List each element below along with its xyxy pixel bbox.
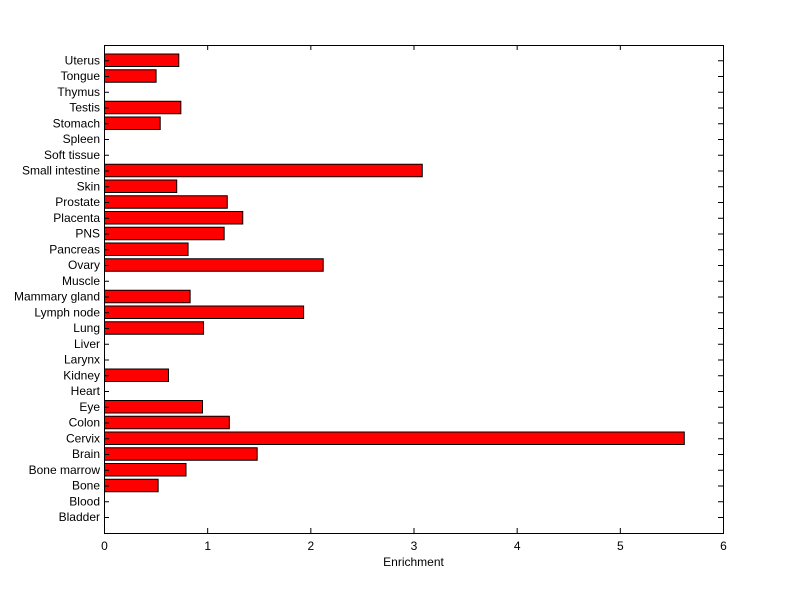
bar-pns <box>104 226 225 241</box>
x-tick-label-1: 1 <box>204 539 211 553</box>
y-tick-label-pns: PNS <box>75 227 100 241</box>
y-tick-label-uterus: Uterus <box>65 53 100 67</box>
y-tick-label-spleen: Spleen <box>63 132 100 146</box>
bar-bone <box>104 478 159 493</box>
y-tick-label-liver: Liver <box>74 337 100 351</box>
y-tick-label-tongue: Tongue <box>61 69 101 83</box>
bar-kidney <box>104 368 169 382</box>
bar-prostate <box>104 195 228 209</box>
y-tick-label-testis: Testis <box>69 101 100 115</box>
y-tick-label-heart: Heart <box>71 384 101 398</box>
y-tick-label-muscle: Muscle <box>62 274 100 288</box>
bar-ovary <box>104 258 324 272</box>
y-tick-label-colon: Colon <box>69 416 100 430</box>
x-ticks-layer: 0 1 2 3 4 5 6 <box>101 45 727 553</box>
y-tick-label-brain: Brain <box>72 447 100 461</box>
y-tick-label-bone: Bone <box>72 479 100 493</box>
y-tick-label-soft-tissue: Soft tissue <box>44 148 100 162</box>
y-tick-label-bladder: Bladder <box>59 510 100 524</box>
y-tick-label-stomach: Stomach <box>53 116 100 130</box>
y-tick-label-eye: Eye <box>79 400 100 414</box>
x-tick-label-0: 0 <box>101 539 108 553</box>
bars-layer <box>104 53 685 493</box>
x-tick-label-6: 6 <box>720 539 727 553</box>
y-tick-label-small-intestine: Small intestine <box>22 164 100 178</box>
bar-lung <box>104 321 205 335</box>
bar-cervix <box>104 431 685 445</box>
y-tick-label-kidney: Kidney <box>63 368 100 382</box>
plot-frame <box>104 45 724 534</box>
y-tick-label-pancreas: Pancreas <box>49 242 100 256</box>
bar-uterus <box>104 53 180 67</box>
bar-colon <box>104 415 230 430</box>
y-tick-label-ovary: Ovary <box>68 258 100 272</box>
bar-eye <box>104 400 204 414</box>
bar-pancreas <box>104 242 189 256</box>
bar-placenta <box>104 211 244 225</box>
y-tick-label-placenta: Placenta <box>53 211 100 225</box>
y-tick-label-larynx: Larynx <box>64 353 100 367</box>
y-tick-label-cervix: Cervix <box>66 431 100 445</box>
bar-lymph-node <box>104 305 305 319</box>
y-tick-label-lymph-node: Lymph node <box>34 305 100 319</box>
y-tick-label-skin: Skin <box>77 179 100 193</box>
x-tick-label-3: 3 <box>411 539 418 553</box>
x-tick-label-5: 5 <box>617 539 624 553</box>
bar-stomach <box>104 116 161 130</box>
y-tick-label-thymus: Thymus <box>57 85 100 99</box>
bar-skin <box>104 179 178 193</box>
x-axis-label: Enrichment <box>383 555 444 569</box>
bar-tongue <box>104 69 157 83</box>
bar-small-intestine <box>104 163 423 178</box>
y-tick-label-prostate: Prostate <box>55 195 100 209</box>
bar-brain <box>104 447 258 461</box>
y-tick-label-blood: Blood <box>69 494 100 508</box>
bar-mammary-gland <box>104 289 191 304</box>
y-tick-label-lung: Lung <box>73 321 100 335</box>
x-tick-label-4: 4 <box>514 539 521 553</box>
bar-bone-marrow <box>104 463 187 477</box>
y-tick-label-mammary-gland: Mammary gland <box>14 290 100 304</box>
bar-testis <box>104 100 182 115</box>
x-tick-label-2: 2 <box>307 539 314 553</box>
y-tick-label-bone-marrow: Bone marrow <box>29 463 101 477</box>
